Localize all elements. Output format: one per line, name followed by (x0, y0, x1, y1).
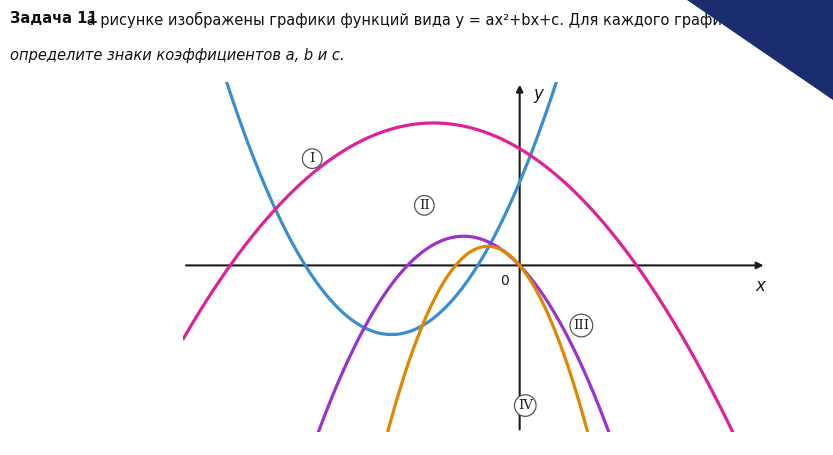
Text: y: y (533, 85, 543, 103)
Text: III: III (573, 319, 590, 332)
Text: определите знаки коэффициентов a, b и c.: определите знаки коэффициентов a, b и c. (10, 48, 345, 63)
Text: 0: 0 (500, 274, 508, 288)
Text: x: x (756, 277, 766, 295)
Text: Задача 11: Задача 11 (10, 11, 97, 26)
Text: II: II (419, 199, 430, 212)
Text: а рисунке изображены графики функций вида y = ax²+bx+c. Для каждого графика: а рисунке изображены графики функций вид… (82, 11, 740, 28)
Text: IV: IV (518, 399, 533, 412)
Text: I: I (310, 152, 315, 165)
